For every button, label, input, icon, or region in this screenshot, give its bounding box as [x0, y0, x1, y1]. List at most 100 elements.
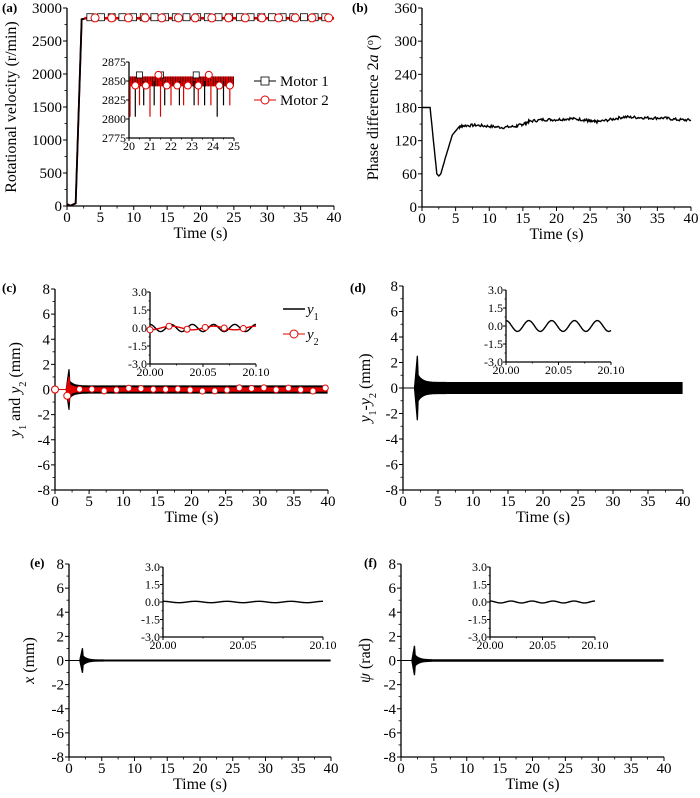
inset-y-tick-label: 0.0 — [472, 595, 487, 609]
x-tick-label: 20 — [536, 494, 551, 510]
x-tick-label: 0 — [51, 494, 59, 510]
inset-x-tick-label: 25 — [228, 139, 240, 153]
y-axis-label: x (mm) — [21, 637, 38, 685]
y-tick-label: 500 — [40, 166, 63, 182]
legend-label-motor-2: Motor 2 — [280, 93, 329, 109]
legend-label-y2-main: y — [305, 327, 314, 343]
legend-marker-motor-2 — [260, 95, 270, 105]
y-tick-label: 8 — [57, 557, 65, 573]
x-tick-label: 25 — [583, 211, 598, 227]
motor-1-marker — [300, 13, 308, 22]
y-tick-label: 2 — [43, 357, 51, 373]
inset-y2-marker — [201, 323, 209, 331]
motor-2-marker — [123, 13, 133, 23]
inset-y-tick-label: 2825 — [102, 93, 126, 107]
panel-c: (c) 0 5 10 15 20 25 30 35 40 -8 -6 -4 -2 0 2 4 6 8 Time (s)… — [2, 280, 336, 526]
y-axis-label: Phase difference 2a (o) — [365, 35, 383, 181]
inset-x-tick-label: 20.10 — [598, 363, 625, 377]
inset-x-tick-label: 20.00 — [493, 363, 520, 377]
inset-x-tick-label: 20 — [123, 139, 135, 153]
x-tick-label: 35 — [286, 494, 301, 510]
y2-marker — [309, 387, 317, 395]
y-tick-label: 6 — [43, 307, 51, 323]
legend: Motor 1 Motor 2 — [254, 74, 329, 109]
y-axis-label-part: Phase difference 2 — [365, 62, 382, 180]
x-tick-label: 40 — [684, 211, 699, 227]
inset-y-tick-label: 2850 — [102, 74, 126, 88]
inset-y-tick-label: -1.5 — [484, 337, 503, 351]
x-tick-label: 25 — [218, 494, 233, 510]
y2-marker — [162, 385, 170, 393]
x-tick-label: 30 — [591, 761, 606, 777]
motor-2-marker — [274, 13, 284, 23]
y-tick-label: 3000 — [32, 1, 62, 17]
inset-band — [130, 76, 234, 87]
motor-2-marker — [290, 13, 300, 23]
y-tick-label: 4 — [391, 330, 399, 346]
panel-label: (a) — [2, 0, 17, 15]
x-tick-label: 35 — [624, 761, 639, 777]
inset-line — [163, 600, 323, 604]
inset-motor-2-marker — [154, 70, 163, 79]
inset-motor-2-marker — [162, 81, 171, 90]
x-tick-label: 30 — [606, 494, 621, 510]
inset-x-tick-label: 20.05 — [545, 363, 572, 377]
motor-2-marker — [157, 13, 167, 23]
y-axis-label-part: (mm) — [357, 353, 374, 393]
y-tick-label: 0 — [57, 654, 65, 670]
x-tick-label: 0 — [65, 761, 73, 777]
y-axis-label-part: - — [357, 405, 374, 410]
y-axis-label-part: y — [7, 429, 24, 439]
x-tick-label: 0 — [399, 494, 407, 510]
motor-1-marker — [150, 13, 159, 22]
inset-y2-marker — [183, 325, 191, 333]
panel-label: (d) — [350, 280, 366, 295]
x-tick-label: 20 — [193, 761, 208, 777]
y-tick-label: 240 — [395, 67, 418, 83]
inset-motor-2-marker — [194, 81, 203, 90]
y-tick-label: 2000 — [32, 67, 62, 83]
inset-y-tick-label: 0.0 — [132, 321, 147, 335]
y2-marker — [198, 387, 206, 395]
x-tick-label: 30 — [252, 494, 267, 510]
x-tick-label: 20 — [525, 761, 540, 777]
panel-label: (b) — [352, 0, 368, 15]
legend-label-y2-sub: 2 — [314, 337, 319, 348]
y-axis-label-part: a — [365, 54, 382, 62]
panel-label: (f) — [364, 555, 377, 570]
x-tick-label: 10 — [459, 761, 474, 777]
inset-y2-marker — [220, 324, 228, 332]
y-axis-label-part: o — [365, 40, 376, 45]
x-tick-label: 10 — [466, 494, 481, 510]
y2-marker — [321, 384, 329, 392]
y-tick-label: -2 — [38, 408, 51, 424]
y-axis-label: y1-y2 (mm) — [357, 353, 379, 424]
x-axis-label: Time (s) — [529, 226, 583, 243]
y-tick-label: 6 — [389, 581, 397, 597]
motor-2-marker — [207, 13, 217, 23]
motor-2-marker — [140, 13, 150, 23]
inset-motor-2-marker — [173, 81, 182, 90]
motor-2-marker — [307, 13, 317, 23]
inset-motor-1-marker — [192, 71, 200, 79]
inset-y-tick-label: 3.0 — [132, 285, 147, 299]
inset-x-tick-label: 21 — [144, 139, 156, 153]
series-envelope-x — [79, 648, 331, 673]
panel-e: (e) 0 5 10 15 20 25 30 35 40 -8 -6 -4 -2 0 2 4 6 8 Time (s)… — [21, 555, 339, 793]
y-axis-label-part: ) — [365, 35, 382, 40]
x-tick-label: 40 — [321, 494, 336, 510]
series-envelope- — [411, 645, 664, 676]
x-axis-label: Time (s) — [516, 509, 570, 526]
inset-x-tick-label: 20.05 — [190, 365, 217, 379]
inset-y-tick-label: -1.5 — [468, 613, 487, 627]
y2-marker — [248, 385, 256, 393]
inset-y2-marker — [239, 325, 247, 333]
y-axis-label-part: (rad) — [357, 638, 374, 673]
panel-a: (a) 0 5 10 15 20 25 30 35 40 0 500 1000 1500 2000 2500 3… — [2, 0, 342, 242]
y-axis-label: ψ (rad) — [357, 638, 374, 683]
x-tick-label: 15 — [150, 494, 165, 510]
inset-y2-marker — [146, 326, 154, 334]
x-tick-label: 30 — [258, 761, 273, 777]
y-tick-label: -8 — [386, 483, 399, 499]
x-tick-label: 35 — [641, 494, 656, 510]
